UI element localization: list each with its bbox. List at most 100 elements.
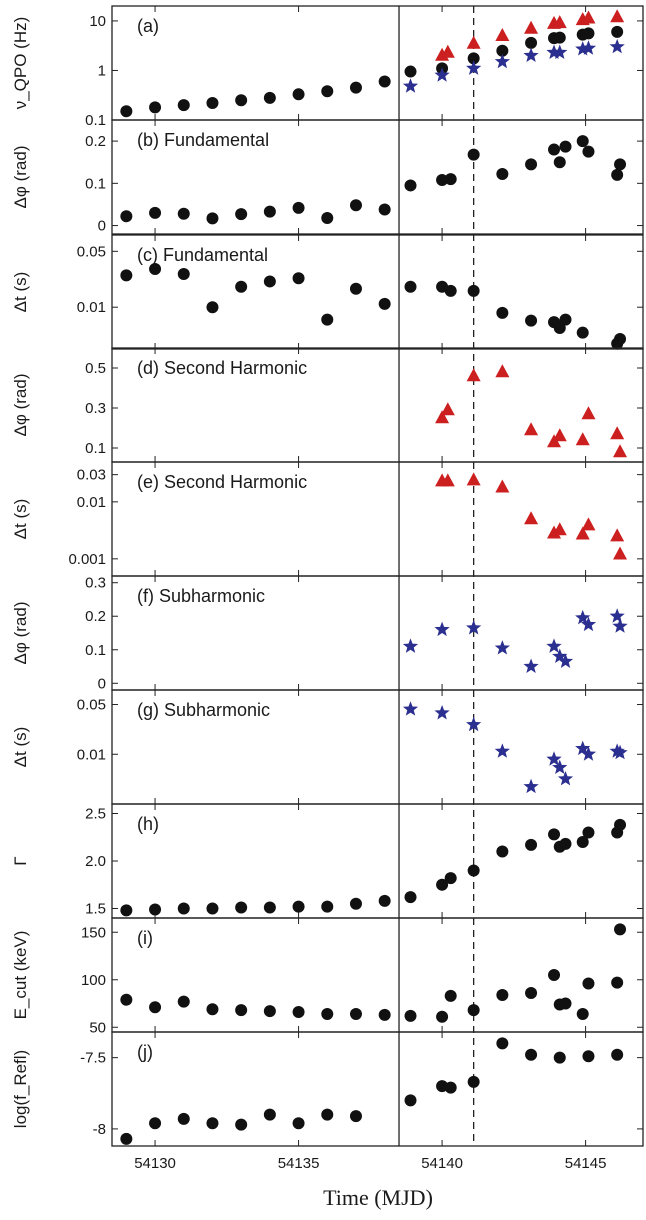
data-point-circle xyxy=(178,903,190,915)
data-point-circle xyxy=(206,301,218,313)
data-point-circle xyxy=(206,1117,218,1129)
data-point-circle xyxy=(149,101,161,113)
panel-label: (f) Subharmonic xyxy=(137,586,265,606)
y-axis-label: Δt (s) xyxy=(11,727,30,768)
x-tick-label: 54130 xyxy=(134,1155,176,1172)
y-tick-label: 100 xyxy=(81,972,106,989)
data-point-star xyxy=(523,779,538,793)
data-point-triangle xyxy=(581,517,595,530)
data-point-circle xyxy=(293,272,305,284)
data-point-triangle xyxy=(553,428,567,441)
panel-label: (d) Second Harmonic xyxy=(137,358,307,378)
y-axis-label: ν_QPO (Hz) xyxy=(11,17,30,110)
data-point-circle xyxy=(321,1008,333,1020)
y-tick-label: -8 xyxy=(93,1121,106,1138)
data-point-circle xyxy=(264,1005,276,1017)
panel-h: 1.5 2.0 2.5 (h) Γ xyxy=(11,804,643,918)
data-point-circle xyxy=(577,135,589,147)
data-point-circle xyxy=(321,85,333,97)
data-point-circle xyxy=(468,1076,480,1088)
data-point-circle xyxy=(468,285,480,297)
x-tick-label: 54145 xyxy=(565,1155,607,1172)
y-tick-label: 0.001 xyxy=(68,551,106,568)
data-point-circle xyxy=(178,208,190,220)
data-point-circle xyxy=(235,208,247,220)
data-point-triangle xyxy=(576,432,590,445)
data-point-circle xyxy=(235,281,247,293)
data-point-circle xyxy=(614,158,626,170)
data-point-circle xyxy=(235,1119,247,1131)
data-point-circle xyxy=(445,285,457,297)
data-point-circle xyxy=(178,99,190,111)
data-point-circle xyxy=(405,891,417,903)
data-point-circle xyxy=(178,996,190,1008)
data-point-circle xyxy=(206,97,218,109)
data-point-circle xyxy=(577,1008,589,1020)
panel-label: (a) xyxy=(137,16,159,36)
y-tick-label: 150 xyxy=(81,924,106,941)
data-point-circle xyxy=(264,1109,276,1121)
data-point-triangle xyxy=(467,368,481,381)
data-point-circle xyxy=(554,1052,566,1064)
y-tick-label: 0.1 xyxy=(85,112,106,129)
data-point-circle xyxy=(496,307,508,319)
data-point-circle xyxy=(405,281,417,293)
data-point-star xyxy=(403,78,418,92)
data-point-triangle xyxy=(467,36,481,49)
data-point-triangle xyxy=(495,364,509,377)
data-point-star xyxy=(612,745,627,759)
data-point-circle xyxy=(525,987,537,999)
panel-frame xyxy=(112,1032,643,1146)
x-tick-label: 54135 xyxy=(278,1155,320,1172)
data-point-circle xyxy=(525,315,537,327)
data-point-circle xyxy=(614,819,626,831)
data-point-star xyxy=(610,39,625,53)
data-point-circle xyxy=(405,1010,417,1022)
data-point-circle xyxy=(379,75,391,87)
data-point-triangle xyxy=(613,444,627,457)
data-point-circle xyxy=(445,990,457,1002)
data-point-circle xyxy=(120,269,132,281)
data-point-circle xyxy=(293,1006,305,1018)
data-point-circle xyxy=(178,1113,190,1125)
data-point-circle xyxy=(548,828,560,840)
data-point-circle xyxy=(582,978,594,990)
y-tick-label: 1 xyxy=(98,62,106,79)
data-point-circle xyxy=(235,902,247,914)
y-tick-label: 0.3 xyxy=(85,400,106,417)
data-point-circle xyxy=(235,1004,247,1016)
data-point-triangle xyxy=(610,9,624,22)
data-point-circle xyxy=(149,263,161,275)
data-point-circle xyxy=(548,144,560,156)
panel-frame xyxy=(112,918,643,1032)
data-point-triangle xyxy=(610,528,624,541)
panel-label: (c) Fundamental xyxy=(137,245,268,265)
data-point-circle xyxy=(525,1049,537,1061)
data-point-circle xyxy=(525,839,537,851)
panel-i: 50100150 (i)E_cut (keV) xyxy=(11,918,643,1036)
data-point-triangle xyxy=(524,422,538,435)
y-tick-label: 0.3 xyxy=(85,575,106,592)
data-point-circle xyxy=(379,895,391,907)
panel-d: 0.10.30.5 (d) Second HarmonicΔφ (rad) xyxy=(11,348,643,462)
y-tick-label: 0.05 xyxy=(77,697,106,714)
y-tick-label: 2.5 xyxy=(85,806,106,823)
data-point-circle xyxy=(525,158,537,170)
panel-label: (i) xyxy=(137,928,153,948)
data-point-circle xyxy=(149,1001,161,1013)
data-point-circle xyxy=(582,146,594,158)
data-point-circle xyxy=(582,27,594,39)
y-axis-label: Δφ (rad) xyxy=(11,374,30,437)
data-point-star xyxy=(495,54,510,68)
x-axis-label: Time (MJD) xyxy=(323,1185,433,1210)
data-point-circle xyxy=(235,94,247,106)
data-point-star xyxy=(523,659,538,673)
data-point-circle xyxy=(560,141,572,153)
data-point-circle xyxy=(293,1117,305,1129)
data-point-circle xyxy=(293,202,305,214)
data-point-star xyxy=(403,701,418,715)
data-point-circle xyxy=(525,37,537,49)
y-tick-label: 0.2 xyxy=(85,608,106,625)
y-tick-label: 0.01 xyxy=(77,746,106,763)
panel-a: 0.1 1 10 (a) ν_QPO (Hz) xyxy=(11,6,643,129)
